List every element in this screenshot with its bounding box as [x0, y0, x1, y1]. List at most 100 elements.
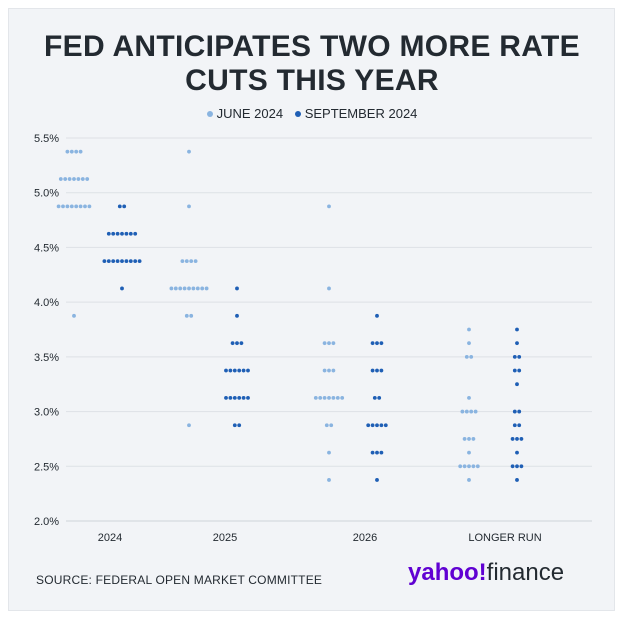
dot-june-2024	[462, 464, 467, 469]
y-tick-label: 4.0%	[34, 297, 59, 309]
dot-june-2024	[180, 259, 185, 264]
dot-september-2024	[241, 395, 246, 400]
dot-september-2024	[228, 395, 233, 400]
dot-june-2024	[67, 177, 72, 181]
legend-label-september: SEPTEMBER 2024	[304, 106, 418, 121]
dot-june-2024	[327, 368, 331, 373]
dot-september-2024	[124, 259, 129, 264]
dot-september-2024	[246, 395, 250, 400]
dot-june-2024	[78, 204, 83, 209]
dot-september-2024	[237, 423, 242, 428]
dot-june-2024	[331, 368, 336, 373]
chart-legend: JUNE 2024 SEPTEMBER 2024	[0, 106, 624, 121]
dot-june-2024	[467, 437, 471, 441]
dot-september-2024	[370, 368, 375, 373]
dot-june-2024	[467, 478, 471, 482]
dot-september-2024	[232, 423, 237, 428]
yahoo-finance-logo: yahoo!finance	[408, 558, 598, 592]
dot-june-2024	[467, 464, 471, 469]
dot-june-2024	[329, 423, 334, 428]
dot-september-2024	[370, 341, 375, 346]
dot-september-2024	[510, 464, 515, 469]
dot-june-2024	[187, 423, 191, 428]
dot-june-2024	[58, 177, 63, 181]
dot-june-2024	[462, 437, 467, 441]
dot-june-2024	[83, 204, 87, 209]
dot-september-2024	[375, 341, 379, 346]
dot-june-2024	[467, 395, 471, 400]
dot-june-2024	[322, 341, 327, 346]
dot-june-2024	[189, 259, 194, 264]
source-note: SOURCE: FEDERAL OPEN MARKET COMMITTEE	[36, 573, 323, 587]
dot-june-2024	[187, 286, 191, 291]
dot-september-2024	[517, 368, 522, 373]
dot-june-2024	[178, 286, 183, 291]
dot-september-2024	[515, 437, 519, 441]
dot-september-2024	[379, 368, 384, 373]
dot-september-2024	[122, 204, 127, 209]
dot-september-2024	[246, 368, 250, 373]
dot-september-2024	[241, 368, 246, 373]
dot-june-2024	[76, 177, 81, 181]
dot-september-2024	[102, 259, 107, 264]
dot-june-2024	[169, 286, 174, 291]
dot-june-2024	[200, 286, 205, 291]
y-tick-label: 3.5%	[34, 352, 59, 364]
y-tick-label: 5.5%	[34, 133, 59, 145]
dot-september-2024	[515, 382, 519, 387]
dot-september-2024	[224, 368, 228, 373]
dot-september-2024	[515, 478, 519, 482]
dot-june-2024	[467, 450, 471, 455]
dot-september-2024	[515, 327, 519, 332]
dot-september-2024	[512, 354, 517, 359]
dot-june-2024	[195, 286, 200, 291]
dot-september-2024	[375, 423, 379, 428]
y-tick-label: 3.0%	[34, 407, 59, 419]
dot-june-2024	[69, 149, 74, 154]
dot-september-2024	[375, 478, 379, 482]
dot-june-2024	[184, 259, 189, 264]
legend-dot-june-icon	[206, 110, 213, 117]
dot-june-2024	[464, 354, 469, 359]
dot-september-2024	[370, 423, 375, 428]
dot-september-2024	[224, 395, 228, 400]
dot-june-2024	[193, 259, 198, 264]
dot-june-2024	[471, 437, 476, 441]
y-tick-label: 2.5%	[34, 461, 59, 473]
dot-september-2024	[128, 259, 133, 264]
dot-june-2024	[69, 204, 74, 209]
dot-september-2024	[512, 409, 517, 414]
dot-june-2024	[467, 327, 471, 332]
dot-june-2024	[464, 409, 469, 414]
dot-september-2024	[375, 313, 379, 318]
dot-june-2024	[327, 204, 331, 209]
x-tick-label: 2026	[353, 532, 377, 544]
dot-june-2024	[475, 464, 480, 469]
dot-june-2024	[327, 286, 331, 291]
dot-september-2024	[510, 437, 515, 441]
dot-june-2024	[191, 286, 196, 291]
dot-september-2024	[235, 313, 239, 318]
dot-june-2024	[78, 149, 83, 154]
dot-september-2024	[519, 437, 524, 441]
dot-september-2024	[232, 368, 237, 373]
dot-september-2024	[383, 423, 388, 428]
dot-september-2024	[230, 341, 235, 346]
dot-june-2024	[340, 395, 345, 400]
dot-september-2024	[517, 409, 522, 414]
dot-september-2024	[133, 231, 138, 236]
dot-june-2024	[331, 341, 336, 346]
dot-september-2024	[519, 464, 524, 469]
dot-june-2024	[471, 464, 476, 469]
dot-june-2024	[184, 313, 189, 318]
dot-september-2024	[512, 423, 517, 428]
dot-june-2024	[324, 423, 329, 428]
dot-june-2024	[327, 450, 331, 455]
dot-september-2024	[379, 341, 384, 346]
dot-june-2024	[182, 286, 187, 291]
dot-september-2024	[106, 259, 111, 264]
dot-september-2024	[515, 464, 519, 469]
dot-september-2024	[512, 368, 517, 373]
dot-september-2024	[517, 354, 522, 359]
